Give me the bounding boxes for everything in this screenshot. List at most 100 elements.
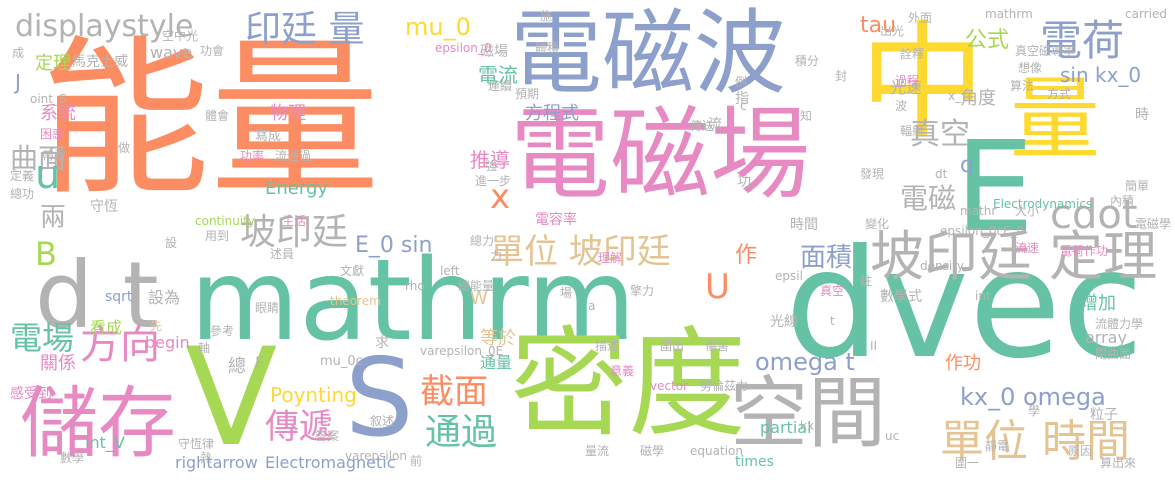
- word-cjk-65: 定理: [35, 53, 71, 74]
- word-continuity-88: continuity: [195, 214, 255, 228]
- word-cjk-190: 理解: [598, 251, 623, 265]
- word-e-0-sin-34: E_0 sin: [355, 233, 433, 258]
- word-mu-0c-80: mu_0c: [320, 354, 363, 369]
- word-cjk-114: 過程: [895, 74, 920, 88]
- word-cjk-104: 寫成: [255, 129, 282, 144]
- word-varepsilon-159: varepsilon: [345, 449, 407, 463]
- word-cjk-26: 方向: [80, 322, 160, 368]
- word-carried-176: carried: [1125, 7, 1167, 21]
- word-cjk-134: 出光: [880, 24, 905, 38]
- word-cjk-115: 波: [895, 99, 908, 113]
- word-int-v-53: int_V: [85, 433, 125, 452]
- word-electromagnetic-49: Electromagnetic: [265, 453, 396, 472]
- word-cjk-113: 發現: [860, 167, 885, 181]
- word-vector-90: vector: [650, 379, 689, 393]
- word-cjk-175: 真空磁導率: [1015, 44, 1076, 58]
- word-epsil-166: epsil: [775, 269, 803, 283]
- word-cjk-4: 電磁場: [510, 96, 810, 213]
- word-cjk-172: 算出來: [1100, 456, 1137, 470]
- word-cjk-126: 連續: [488, 79, 513, 93]
- word-cjk-118: 方式: [1047, 87, 1072, 101]
- word-cjk-123: 電磁學: [1135, 217, 1172, 231]
- word-cjk-103: 體會: [205, 109, 230, 123]
- word-cjk-99: 圍出: [660, 339, 685, 353]
- word-cjk-116: 輻射: [900, 124, 925, 138]
- word-v-8: V: [185, 319, 278, 476]
- word-cjk-82: 數學式: [880, 289, 922, 305]
- word-q-45: q: [960, 153, 974, 178]
- word-sin-kx-0-38: sin kx_0: [1060, 63, 1142, 87]
- word-varepsilon-0e-85: varepsilon_0E: [420, 344, 504, 358]
- word-d-t-7: d t: [35, 242, 159, 349]
- word-cjk-189: 圍一: [955, 456, 980, 470]
- word-cjk-145: 設: [165, 236, 178, 250]
- word-cjk-129: 詮釋: [900, 47, 925, 61]
- word-cjk-62: 推導: [470, 148, 510, 172]
- word-cjk-63: 方程式: [525, 103, 579, 124]
- word-cjk-39: 面積: [800, 243, 853, 273]
- word-cjk-173: 簡單: [1125, 179, 1150, 193]
- word-a-186: a: [588, 299, 596, 313]
- word-cjk-111: 傳送: [690, 119, 715, 133]
- word-cjk-3: 量: [1010, 67, 1100, 172]
- word-cjk-192: 先: [150, 319, 163, 333]
- word-cjk-27: 電場: [10, 319, 75, 357]
- word-cjk-167: 真空: [820, 284, 845, 298]
- word-cjk-77: 求: [375, 335, 389, 351]
- word-cjk-156: 力: [490, 249, 503, 263]
- word-cjk-105: 功率: [240, 149, 265, 163]
- word-cjk-66: 系統: [40, 103, 76, 124]
- word-cjk-14: 坡印廷 定理: [870, 225, 1158, 288]
- word-cjk-131: 封: [835, 69, 848, 83]
- word-cjk-135: 空中光: [162, 29, 199, 43]
- word-dvec-6: dvec: [785, 218, 1144, 392]
- word-cjk-185: 場: [560, 286, 573, 300]
- word-cjk-61: 磁場: [480, 44, 508, 60]
- word-cjk-137: 馬克士威: [72, 54, 128, 70]
- word-cjk-102: 勞倫茲力: [700, 379, 749, 393]
- word-cjk-76: 感受到: [10, 386, 52, 402]
- word-cjk-150: 生活: [282, 214, 307, 228]
- word-cjk-147: 眼睛: [255, 301, 280, 315]
- word-mu-0-20: mu_0: [405, 13, 471, 41]
- word-cjk-60: 電流: [478, 63, 518, 87]
- word-cjk-17: 電荷: [1040, 16, 1125, 65]
- word-electrodynamics-87: Electrodynamics: [993, 197, 1093, 211]
- word-int-169: int: [975, 289, 991, 303]
- word-cjk-117: 想像: [1018, 61, 1043, 75]
- word-cjk-24: 通過: [425, 412, 498, 453]
- word-cjk-75: 光速: [890, 78, 923, 97]
- word-x-44: x: [490, 177, 511, 217]
- word-cjk-148: 參考: [210, 324, 235, 338]
- word-mathrm-5: mathrm: [190, 236, 636, 366]
- word-b-42: B: [35, 235, 57, 273]
- word-cjk-144: 做: [118, 141, 131, 155]
- word-begin-73: begin: [145, 333, 190, 352]
- word-cjk-69: 設為: [148, 288, 181, 307]
- word-energy-46: Energy: [265, 178, 329, 199]
- word-displaystyle-18: displaystyle: [15, 9, 194, 44]
- word-cjk-139: 功會: [200, 44, 225, 58]
- word-cjk-47: 總: [228, 356, 246, 377]
- word-rightarrow-48: rightarrow: [175, 453, 258, 472]
- word-cjk-124: 粒子: [1090, 407, 1118, 423]
- word-cjk-125: 學: [1028, 404, 1041, 418]
- word-e-13: E: [955, 115, 1034, 260]
- word-cjk-164: 磁學: [640, 444, 665, 458]
- word-cjk-165: 光線: [770, 314, 798, 330]
- word-cjk-171: 原因: [1068, 444, 1093, 458]
- word-c-179: c: [740, 99, 747, 113]
- word-cjk-193: 體積: [535, 41, 560, 55]
- word-cjk-23: 截面: [420, 372, 488, 412]
- word-cjk-100: 傷害: [705, 339, 730, 353]
- word-cjk-178: 知: [800, 109, 813, 123]
- word-cjk-81: 功: [737, 174, 751, 190]
- word-cjk-64: 物理: [270, 103, 306, 124]
- word-mathr-182: mathr: [960, 204, 997, 218]
- word-cjk-132: 施: [540, 9, 553, 23]
- word-theorem-89: theorem: [330, 294, 381, 308]
- word-f-79: F: [255, 353, 265, 372]
- word-cjk-97: 答案: [315, 429, 340, 443]
- word-mathrm-84: mathrm: [985, 7, 1033, 21]
- word-kx-0-omega-33: kx_0 omega: [960, 383, 1106, 411]
